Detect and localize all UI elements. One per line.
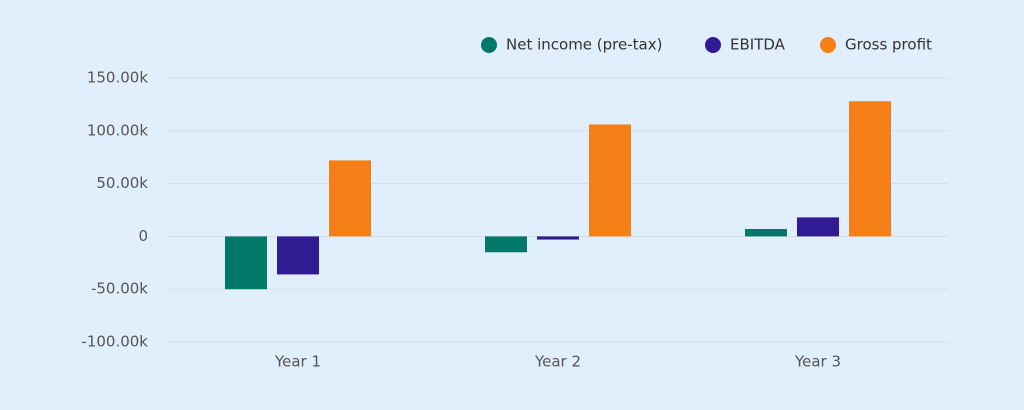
- y-tick-label: 50.00k: [96, 174, 148, 192]
- bar: [589, 124, 631, 237]
- legend-marker[interactable]: [705, 37, 721, 53]
- legend-label[interactable]: EBITDA: [730, 36, 786, 54]
- y-tick-label: -50.00k: [91, 280, 148, 298]
- x-tick-label: Year 2: [534, 353, 581, 371]
- bar: [537, 236, 579, 240]
- y-tick-label: 150.00k: [87, 69, 148, 87]
- bar: [277, 236, 319, 275]
- legend-marker[interactable]: [481, 37, 497, 53]
- y-tick-label: -100.00k: [81, 333, 148, 351]
- legend-label[interactable]: Net income (pre-tax): [506, 36, 662, 54]
- legend-label[interactable]: Gross profit: [845, 36, 932, 54]
- bar: [485, 236, 527, 253]
- bar: [225, 236, 267, 290]
- bar: [797, 217, 839, 237]
- legend-marker[interactable]: [820, 37, 836, 53]
- y-tick-label: 100.00k: [87, 121, 148, 139]
- bar: [329, 160, 371, 237]
- x-tick-label: Year 1: [274, 353, 321, 371]
- y-tick-label: 0: [138, 227, 148, 245]
- x-tick-label: Year 3: [794, 353, 841, 371]
- bar: [849, 101, 891, 237]
- bar: [745, 229, 787, 237]
